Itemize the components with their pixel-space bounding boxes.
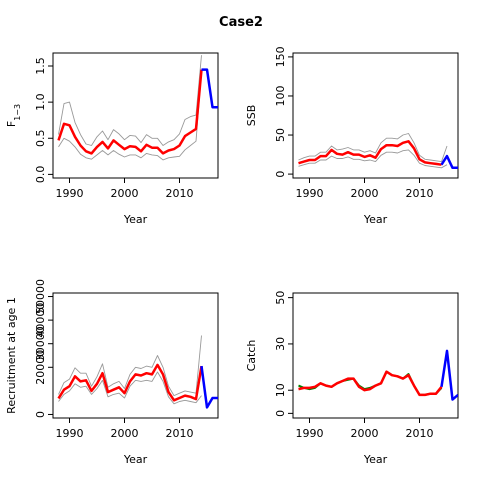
y-tick-label: 150 <box>274 46 287 67</box>
series-line-estimate <box>57 69 203 155</box>
x-tick-label: 2010 <box>166 427 194 440</box>
series-line-projection <box>440 154 458 170</box>
series-line-projection <box>201 68 218 109</box>
x-tick-label: 2000 <box>351 187 379 200</box>
series-line-upper <box>298 133 448 163</box>
x-tick-label: 2000 <box>111 427 139 440</box>
y-axis-label-text: Recruitment at age 1 <box>5 297 18 414</box>
y-tick-label: 50 <box>274 291 287 305</box>
y-tick-label: 20000 <box>34 350 47 385</box>
y-tick-label: 0.0 <box>34 166 47 184</box>
plot-frame <box>292 292 459 419</box>
x-axis-label: Year <box>123 453 148 466</box>
x-tick-label: 1990 <box>296 427 324 440</box>
x-tick-label: 1990 <box>56 427 84 440</box>
figure-title: Case2 <box>219 15 263 30</box>
y-tick-label: 0.5 <box>34 130 47 148</box>
y-axis-label-text: SSB <box>245 105 258 127</box>
series-line-estimate <box>298 140 442 166</box>
y-axis-label-text: F <box>5 121 18 127</box>
x-tick-label: 2000 <box>351 427 379 440</box>
y-tick-label: 1.5 <box>34 57 47 75</box>
x-tick-label: 2010 <box>406 187 434 200</box>
x-tick-label: 1990 <box>56 187 84 200</box>
y-tick-label: 40000 <box>34 303 47 338</box>
y-tick-label: 1.0 <box>34 93 47 111</box>
y-axis-label: Recruitment at age 1 <box>5 297 18 414</box>
series-line-projection <box>440 349 458 401</box>
y-axis-label-subscript: 1−3 <box>13 104 22 121</box>
y-tick-label: 50 <box>274 128 287 142</box>
x-axis-label: Year <box>363 213 388 226</box>
series-line-lower <box>298 149 448 169</box>
x-axis-label: Year <box>123 213 148 226</box>
y-tick-label: 0 <box>274 171 287 178</box>
y-axis-label: SSB <box>245 105 258 127</box>
y-tick-label: 30 <box>274 337 287 351</box>
y-tick-label: 50000 <box>34 279 47 314</box>
x-tick-label: 2010 <box>406 427 434 440</box>
y-tick-label: 10 <box>274 383 287 397</box>
x-tick-label: 1990 <box>296 187 324 200</box>
y-axis-label-text: Catch <box>245 340 258 372</box>
chart-panels: 1990 2000 2010 0.0 0.5 1.0 1.5 Year F1−3 1990 2000… <box>5 46 459 466</box>
x-tick-label: 2000 <box>111 187 139 200</box>
y-tick-label: 100 <box>274 85 287 106</box>
series-line-upper <box>58 55 202 146</box>
chart-panel-f: 1990 2000 2010 0.0 0.5 1.0 1.5 Year F1−3 <box>5 52 219 226</box>
y-tick-label: 0 <box>274 410 287 417</box>
series-line-projection <box>200 365 218 409</box>
series-line-lower <box>58 71 202 161</box>
chart-panel-catch: 1990 2000 2010 0 10 30 50 Year Catch <box>245 291 459 466</box>
chart-panel-ssb: 1990 2000 2010 0 50 100 150 Year SSB <box>245 46 459 226</box>
plot-frame <box>52 292 219 419</box>
series-line-estimate <box>57 363 203 402</box>
y-tick-label: 0 <box>34 411 47 418</box>
x-axis-label: Year <box>363 453 388 466</box>
series-line-estimate <box>298 370 443 397</box>
series-line-lower <box>58 371 202 405</box>
y-axis-label: F1−3 <box>5 104 22 127</box>
x-tick-label: 2010 <box>166 187 194 200</box>
plot-frame <box>292 52 459 179</box>
y-tick-label: 30000 <box>34 326 47 361</box>
series-line-upper <box>58 335 202 397</box>
y-axis-label: Catch <box>245 340 258 372</box>
plot-frame <box>52 52 219 179</box>
